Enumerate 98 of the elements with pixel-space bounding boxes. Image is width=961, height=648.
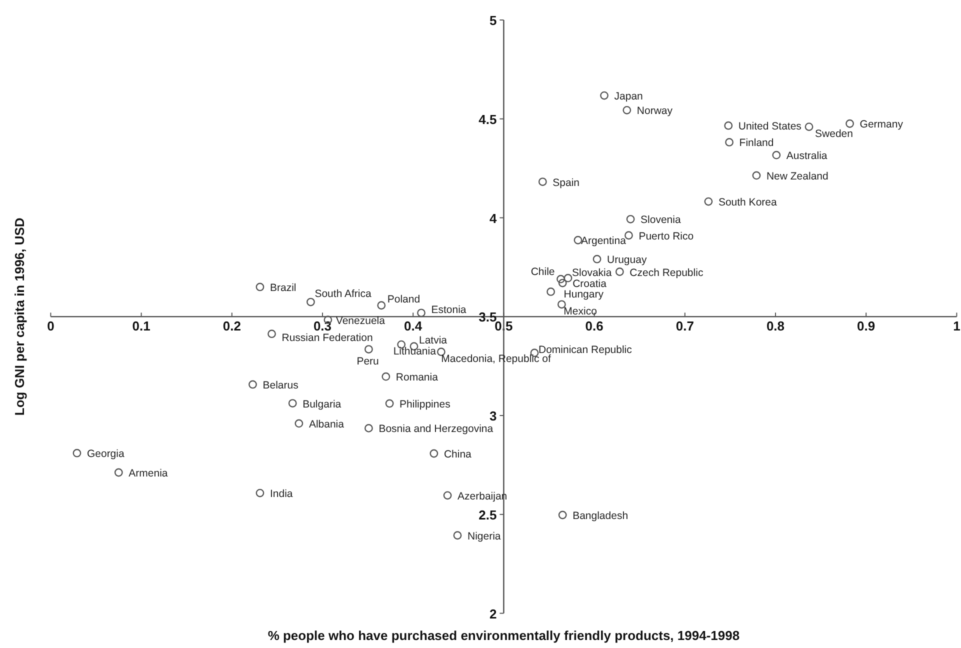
annotation: Armenia [128,467,168,480]
annotation: Bosnia and Herzegovina [378,423,494,436]
annotation: Lithuania [393,346,436,358]
x-axis-title: % people who have purchased environmentally friendly products, 1994-1998 [268,628,740,643]
annotation: Albania [308,418,344,430]
x-tick-label: 0.4 [404,318,423,334]
annotation: China [444,448,472,461]
annotation: Australia [786,150,828,162]
annotation: Poland [387,293,420,306]
annotation: Spain [552,176,580,189]
annotation: Uruguay [607,254,648,266]
x-tick-label: 0 [47,318,54,334]
point [430,449,438,458]
point [538,178,547,186]
point [377,301,386,310]
annotation: Estonia [431,304,466,316]
annotation: Brazil [270,282,296,294]
point [846,119,854,128]
y-axis-title: Log GNI per capita in 1996, USD [12,218,27,416]
annotation: Japan [614,90,644,103]
point [256,488,264,498]
point [294,419,304,428]
annotation: Slovenia [640,214,681,226]
point [592,254,602,264]
point [725,138,734,146]
annotation: Germany [860,118,904,131]
annotation: Czech Republic [630,266,704,279]
y-tick-label: 4.5 [478,112,497,127]
annotation: Hungary [564,288,604,301]
annotation: Dominican Republic [538,344,632,356]
point [558,278,567,288]
annotation: Slovakia [572,267,612,280]
annotation: Romania [396,372,438,384]
point [443,491,452,500]
annotation: Mexico [564,305,598,318]
annotation: Finland [739,137,774,150]
point [622,106,632,114]
point [564,274,572,282]
annotation: Peru [356,355,380,368]
annotation: Puerto Rico [638,230,694,242]
annotation: Nigeria [467,530,501,542]
point [556,274,565,284]
x-tick-label: 0.3 [313,318,332,334]
annotation: Belarus [262,379,298,392]
point [704,197,713,206]
annotation: Bulgaria [302,398,342,410]
x-tick-label: 0.6 [585,318,604,334]
point [772,150,781,160]
point [364,345,373,354]
annotation: South Korea [718,196,777,209]
annotation: Chile [530,266,555,278]
point [114,468,123,477]
y-tick-label: 4 [489,210,498,226]
point [268,330,276,338]
point [557,300,566,309]
point [626,214,635,224]
point [453,531,462,540]
y-tick-label: 2 [489,606,497,622]
x-tick-label: 0.7 [676,318,694,334]
point [546,288,556,296]
point [72,448,82,458]
x-tick-label: 0.2 [222,318,241,334]
point [600,91,608,100]
point [417,308,426,318]
annotation: Philippines [400,398,450,410]
point [364,424,373,432]
x-tick-label: 0.1 [132,318,150,334]
annotation: Russian Federation [282,332,373,344]
x-tick-label: 0.8 [766,318,785,334]
annotation: Norway [636,105,674,118]
point [248,380,257,389]
point [256,282,264,292]
annotation: Sweden [815,128,854,140]
annotation: Latvia [419,334,448,346]
point [752,171,761,180]
annotation: Venezuela [336,314,386,327]
point [306,298,315,306]
point [804,122,814,131]
annotation: United States [738,120,802,133]
x-tick-label: 0.9 [857,318,876,334]
point [615,268,624,276]
point [288,399,297,408]
point [624,231,633,240]
annotation: Croatia [572,278,607,290]
y-tick-label: 5 [489,13,497,28]
x-tick-label: 1 [953,318,960,334]
y-tick-label: 2.5 [478,507,497,522]
annotation: New Zealand [766,170,828,182]
point [382,372,390,381]
annotation: Bangladesh [572,510,628,522]
point [724,121,733,130]
point [385,399,394,408]
annotation: South Africa [314,288,372,300]
point [558,510,567,520]
annotation: Argentina [580,235,626,248]
annotation: Georgia [86,448,124,460]
annotation: India [270,488,293,500]
y-tick-label: 3 [489,408,497,424]
